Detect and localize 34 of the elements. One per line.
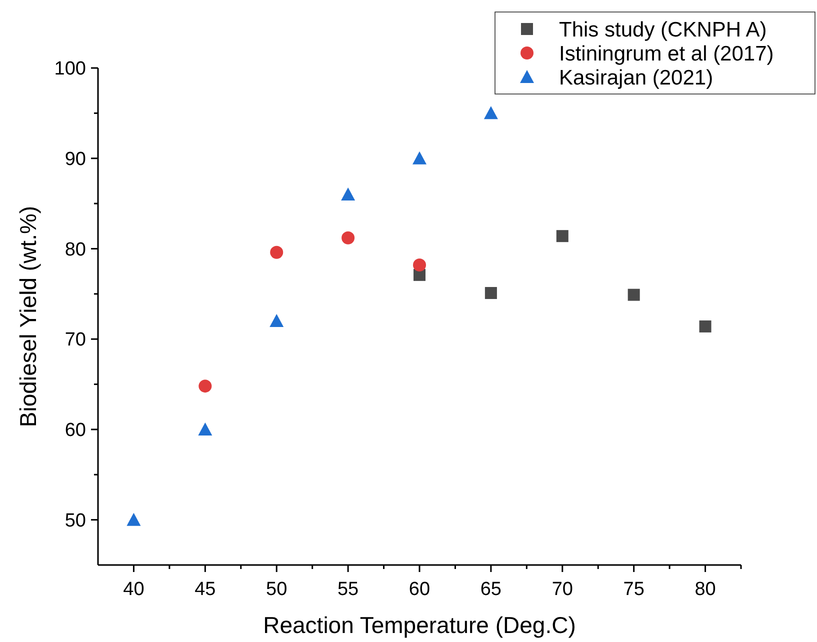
y-axis-title: Biodiesel Yield (wt.%) <box>15 206 41 428</box>
point <box>198 422 212 436</box>
point <box>699 320 712 332</box>
x-tick-label: 45 <box>194 579 216 600</box>
point <box>270 246 284 259</box>
x-tick-label: 60 <box>408 579 430 600</box>
point <box>126 512 141 526</box>
y-tick-label: 70 <box>64 330 86 351</box>
x-tick-label: 80 <box>694 579 716 600</box>
x-tick-label: 50 <box>266 579 288 600</box>
y-tick-label: 50 <box>64 510 86 532</box>
legend-label: Istiningrum et al (2017) <box>559 42 774 66</box>
point <box>412 151 426 164</box>
point <box>413 258 426 272</box>
point <box>270 314 284 328</box>
y-tick-label: 80 <box>64 239 86 260</box>
point <box>628 288 640 301</box>
point <box>484 106 498 120</box>
point <box>198 380 212 393</box>
point <box>342 231 355 244</box>
point <box>484 287 497 300</box>
y-tick-label: 100 <box>54 58 86 80</box>
x-tick-label: 55 <box>337 579 359 600</box>
x-axis-title: Reaction Temperature (Deg.C) <box>263 612 576 638</box>
y-tick-label: 60 <box>64 420 86 442</box>
y-tick-label: 90 <box>64 149 86 170</box>
legend-label: Kasirajan (2021) <box>559 66 714 90</box>
point <box>341 188 356 201</box>
legend-label: This study (CKNPH A) <box>559 18 767 42</box>
x-tick-label: 75 <box>623 579 644 600</box>
x-tick-label: 40 <box>123 579 144 600</box>
x-tick-label: 70 <box>552 579 573 600</box>
x-tick-label: 65 <box>480 579 502 600</box>
point <box>556 230 568 242</box>
